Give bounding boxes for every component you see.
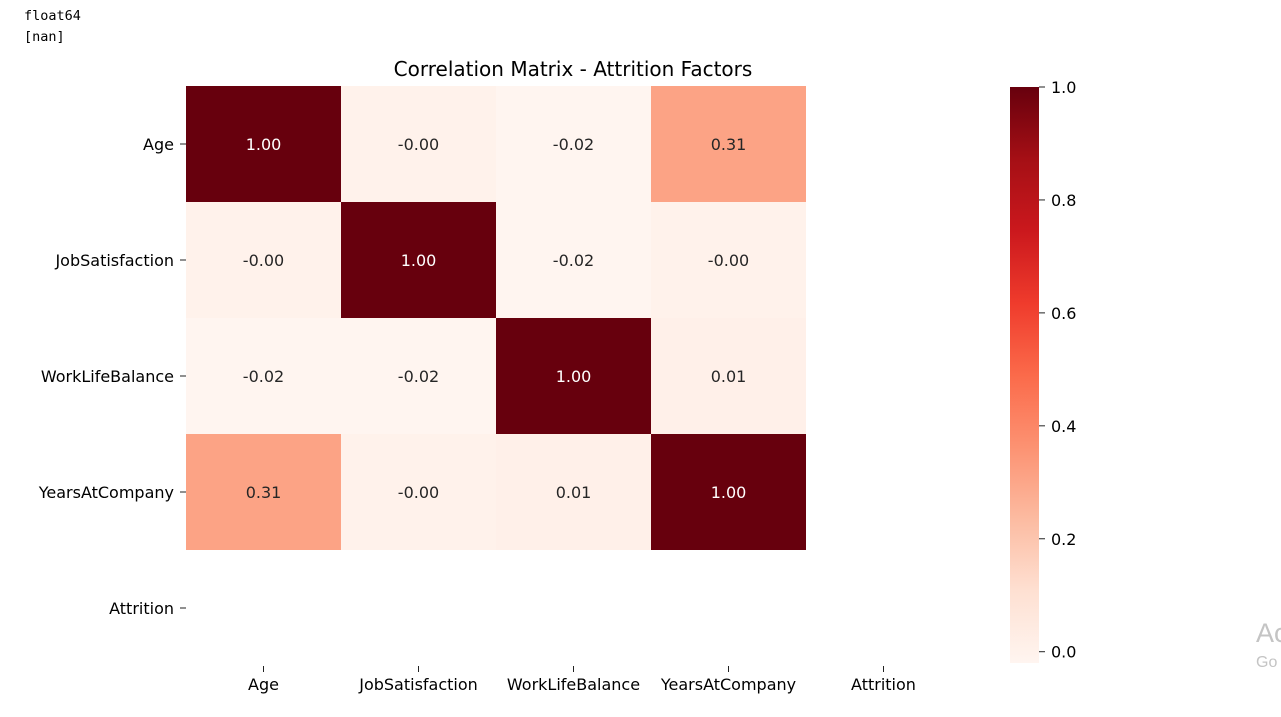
y-tick-label: YearsAtCompany [38, 483, 174, 502]
x-tick-label: Age [248, 675, 279, 694]
cell-value-label: 0.01 [556, 483, 592, 502]
y-tick-label: Age [143, 135, 174, 154]
cell-value-label: -0.00 [243, 251, 284, 270]
cell-value-label: 0.01 [711, 367, 747, 386]
x-tick-label: Attrition [851, 675, 916, 694]
y-tick-label: JobSatisfaction [54, 251, 174, 270]
activation-watermark-line1: Ac [1256, 618, 1281, 649]
colorbar-tick-label: 0.2 [1051, 530, 1076, 549]
colorbar-gradient [1010, 87, 1039, 663]
colorbar-tick-label: 0.8 [1051, 191, 1076, 210]
colorbar-tick-label: 0.4 [1051, 417, 1076, 436]
cell-value-label: 1.00 [246, 135, 282, 154]
cell-value-label: -0.00 [708, 251, 749, 270]
cell-value-label: -0.00 [398, 135, 439, 154]
x-axis: Age JobSatisfaction WorkLifeBalance YearsAt… [248, 666, 916, 694]
cell-value-label: 0.31 [246, 483, 282, 502]
cell-value-label: -0.02 [553, 135, 594, 154]
x-tick-label: YearsAtCompany [660, 675, 796, 694]
colorbar-tick-label: 1.0 [1051, 78, 1076, 97]
x-tick-label: JobSatisfaction [358, 675, 478, 694]
cell-value-label: 0.31 [711, 135, 747, 154]
cell-value-label: 1.00 [556, 367, 592, 386]
cell-value-label: -0.00 [398, 483, 439, 502]
y-tick-label: WorkLifeBalance [41, 367, 174, 386]
colorbar: 0.0 0.2 0.4 0.6 0.8 1.0 [1010, 78, 1076, 663]
chart-title: Correlation Matrix - Attrition Factors [394, 57, 753, 81]
cell-value-label: -0.02 [243, 367, 284, 386]
cell-value-label: -0.02 [553, 251, 594, 270]
cell-value-label: -0.02 [398, 367, 439, 386]
y-tick-label: Attrition [109, 599, 174, 618]
activation-watermark-line2: Go [1256, 654, 1277, 672]
x-tick-label: WorkLifeBalance [507, 675, 640, 694]
y-axis: Age JobSatisfaction WorkLifeBalance YearsAt… [38, 135, 186, 618]
colorbar-ticks: 0.0 0.2 0.4 0.6 0.8 1.0 [1039, 78, 1076, 662]
colorbar-tick-label: 0.6 [1051, 304, 1076, 323]
cell-value-label: 1.00 [711, 483, 747, 502]
heatmap-cells: 1.00 -0.00 -0.02 0.31 -0.00 1.00 -0.02 -0.00 -0.… [186, 86, 806, 550]
colorbar-tick-label: 0.0 [1051, 643, 1076, 662]
cell-value-label: 1.00 [401, 251, 437, 270]
